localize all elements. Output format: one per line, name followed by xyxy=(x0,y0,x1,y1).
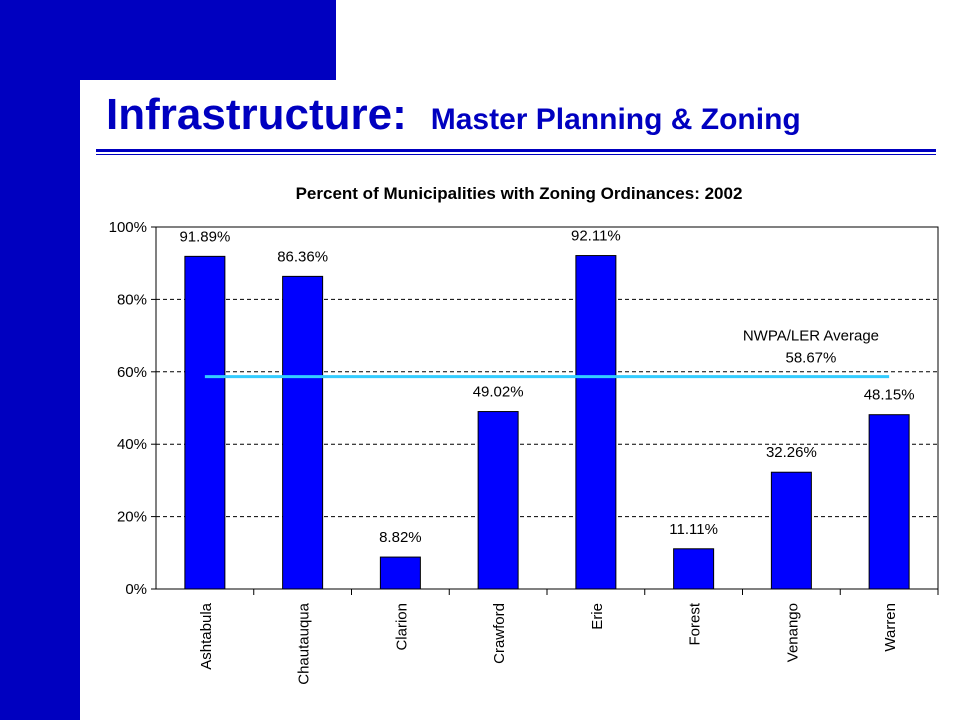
y-tick-label: 60% xyxy=(117,364,147,381)
y-axis: 0% 20% 40% 60% 80% 100% xyxy=(109,219,156,598)
x-tick-label: Forest xyxy=(687,602,704,645)
bar-chautauqua xyxy=(282,275,324,590)
y-tick-label: 40% xyxy=(117,436,147,453)
bar-erie xyxy=(575,255,617,590)
x-tick-label: Ashtabula xyxy=(198,602,215,669)
plot-area-frame xyxy=(155,226,939,590)
average-line-label: NWPA/LER Average xyxy=(743,328,879,345)
x-tick-label: Clarion xyxy=(393,603,410,651)
slide-title-main: Infrastructure: xyxy=(106,90,407,139)
x-tick-label: Venango xyxy=(784,603,801,662)
slide-content-area xyxy=(80,80,960,720)
x-tick-label: Chautauqua xyxy=(296,602,313,684)
x-tick-label: Warren xyxy=(882,603,899,652)
data-label: 91.89% xyxy=(179,228,230,245)
slide-title-sub: Master Planning & Zoning xyxy=(430,103,801,136)
slide-left-band xyxy=(0,0,80,720)
y-tick-label: 20% xyxy=(117,509,147,526)
bar-forest xyxy=(673,548,715,590)
y-tick-label: 80% xyxy=(117,291,147,308)
data-label: 86.36% xyxy=(277,248,328,265)
x-tick-label: Crawford xyxy=(491,603,508,664)
bars: 91.89% 86.36% 8.82% 49.02% 92.11% 11.11% 32.26… xyxy=(179,228,915,590)
y-tick-label: 0% xyxy=(125,581,147,598)
data-label: 92.11% xyxy=(571,228,621,245)
data-label: 11.11% xyxy=(669,521,718,538)
average-line-value: 58.67% xyxy=(785,350,836,367)
slide-top-band xyxy=(0,0,336,80)
title-underline xyxy=(96,149,936,152)
bar-venango xyxy=(770,471,812,590)
x-tick-label: Erie xyxy=(589,603,606,630)
bar-clarion xyxy=(379,556,421,590)
bar-warren xyxy=(868,414,910,590)
x-axis: Ashtabula Chautauqua Clarion Crawford Erie Fo… xyxy=(198,589,939,685)
bar-ashtabula xyxy=(184,255,226,590)
chart-title: Percent of Municipalities with Zoning Or… xyxy=(296,184,743,203)
slide-title: Infrastructure: Master Planning & Zoning xyxy=(106,90,801,140)
data-label: 8.82% xyxy=(379,529,422,546)
data-label: 49.02% xyxy=(473,384,524,401)
y-tick-label: 100% xyxy=(109,219,147,236)
bar-crawford xyxy=(477,411,519,590)
data-label: 32.26% xyxy=(766,444,817,461)
title-underline-thin xyxy=(96,154,936,155)
data-label: 48.15% xyxy=(864,387,915,404)
